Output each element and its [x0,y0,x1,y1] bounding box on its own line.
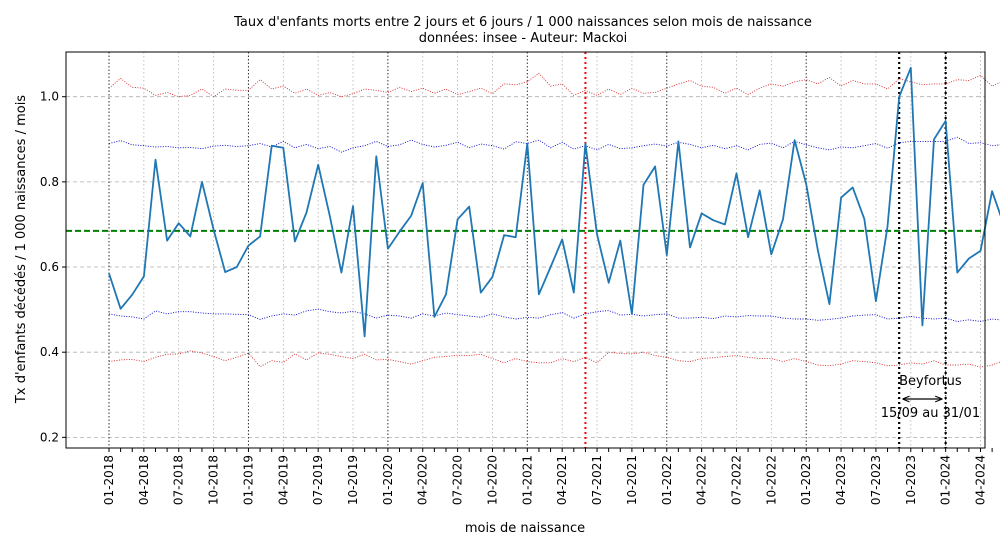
beyfortus-label: Beyfortus [899,374,962,389]
y-axis-label: Tx d'enfants décédés / 1 000 naissances … [14,95,29,404]
x-tick-label: 01-2020 [381,455,395,505]
x-tick-label: 01-2024 [939,455,953,505]
beyfortus-period: 15/09 au 31/01 [881,406,980,421]
x-tick-label: 04-2023 [834,455,848,505]
x-tick-label: 04-2020 [416,455,430,505]
x-axis-label: mois de naissance [465,521,585,536]
y-axis-ticks: 0.2 0.4 0.6 0.8 1.0 [40,90,66,444]
lower-blue-line [108,308,1000,322]
x-tick-label: 10-2018 [207,455,221,505]
x-tick-label: 07-2022 [729,455,743,505]
x-axis-ticks: 01-2018 04-2018 07-2018 10-2018 01-2019 04-20… [102,448,993,505]
x-tick-label: 01-2021 [520,455,534,505]
x-tick-label: 01-2019 [241,455,255,505]
y-tick-label: 1.0 [40,90,59,104]
x-tick-label: 07-2023 [869,455,883,505]
x-tick-label: 10-2021 [625,455,639,505]
x-tick-label: 10-2019 [346,455,360,505]
chart-subtitle: données: insee - Auteur: Mackoi [419,31,628,46]
upper-red-line [108,72,1000,98]
x-tick-label: 10-2020 [485,455,499,505]
x-tick-label: 07-2019 [311,455,325,505]
grid-layer [66,52,985,448]
x-tick-label: 10-2023 [904,455,918,505]
x-tick-label: 01-2022 [660,455,674,505]
x-tick-label: 04-2024 [974,455,988,505]
x-tick-label: 07-2021 [590,455,604,505]
y-tick-label: 0.6 [40,260,59,274]
upper-blue-line [108,136,1000,153]
vertical-markers [108,52,947,448]
lower-red-line [108,350,1000,368]
x-tick-label: 01-2023 [799,455,813,505]
chart-title: Taux d'enfants morts entre 2 jours et 6 … [233,15,812,30]
x-tick-label: 10-2022 [764,455,778,505]
x-tick-label: 04-2022 [695,455,709,505]
x-tick-label: 04-2021 [555,455,569,505]
plot-frame [65,51,986,449]
y-tick-label: 0.4 [40,345,59,359]
rate-line [108,66,1000,338]
x-tick-label: 04-2019 [276,455,290,505]
x-tick-label: 07-2020 [451,455,465,505]
y-tick-label: 0.2 [40,430,59,444]
band-lines [108,72,1000,368]
y-tick-label: 0.8 [40,175,59,189]
x-tick-label: 07-2018 [172,455,186,505]
x-tick-label: 04-2018 [137,455,151,505]
rate-series [108,66,1000,338]
x-tick-label: 01-2018 [102,455,116,505]
